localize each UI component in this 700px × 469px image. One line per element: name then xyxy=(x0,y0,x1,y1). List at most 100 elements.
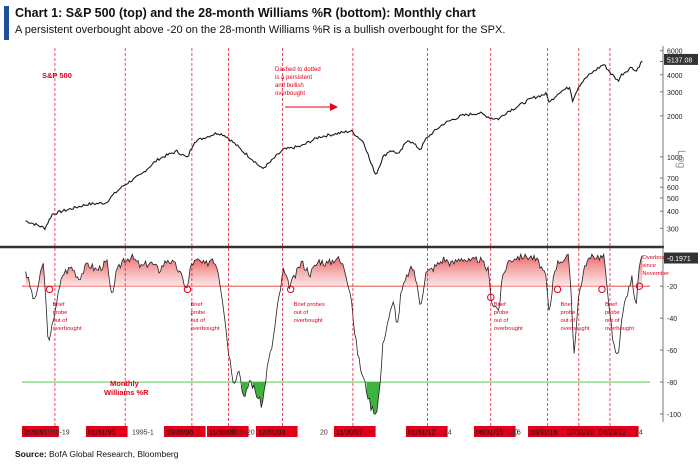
overbought-fill xyxy=(188,258,220,287)
sp500-label: S&P 500 xyxy=(42,71,72,80)
overbought-fill xyxy=(501,254,546,287)
probe-annotation: Brief xyxy=(190,302,202,308)
sp500-line xyxy=(25,60,643,231)
upper-ytick-label: 300 xyxy=(667,226,679,233)
probe-annotation: probe xyxy=(190,310,205,316)
lower-ytick-label: -60 xyxy=(667,348,677,355)
overbought-fill xyxy=(553,254,570,287)
probe-annotation: out of xyxy=(53,318,68,324)
dashed-dotted-note: and bullish xyxy=(275,83,304,89)
overbought-fill xyxy=(581,254,607,287)
probe-circle xyxy=(553,285,562,294)
grid-layer xyxy=(0,46,664,422)
dashed-dotted-note: overbought xyxy=(275,91,305,97)
source-note: Source: BofA Global Research, Bloomberg xyxy=(15,449,178,459)
year-label: 1990-19 xyxy=(44,430,70,437)
probe-annotation: November xyxy=(642,271,669,277)
probe-circle xyxy=(286,285,295,294)
lower-ytick-label: -20 xyxy=(667,284,677,291)
overbought-fill xyxy=(290,256,348,287)
upper-ytick-label: 400 xyxy=(667,209,679,216)
probe-annotation: probe xyxy=(53,310,68,316)
probe-annotation: overbought xyxy=(294,318,323,324)
lower-ytick-label: -80 xyxy=(667,380,677,387)
log-scale-label: Log xyxy=(675,150,687,168)
upper-ytick-label: 3000 xyxy=(667,90,683,97)
date-label-box xyxy=(334,426,376,437)
overbought-fill xyxy=(61,260,109,287)
date-label-box xyxy=(22,426,59,437)
date-label: 10/31/18 xyxy=(530,430,557,437)
williams-label: Monthly xyxy=(110,379,140,388)
probe-annotation: Brief xyxy=(53,302,65,308)
date-label-box xyxy=(528,426,570,437)
date-label: 10/30/98 xyxy=(166,430,193,437)
date-label-box xyxy=(164,426,206,437)
upper-ytick-label: 500 xyxy=(667,196,679,203)
probe-circle xyxy=(635,282,644,290)
date-label-box xyxy=(256,426,298,437)
probe-circle xyxy=(487,293,495,302)
date-label-box xyxy=(207,426,249,437)
lower-ytick-label: -100 xyxy=(667,412,681,419)
sp500-last-value-box xyxy=(664,53,698,65)
probe-annotation: overbought xyxy=(605,326,634,332)
dashed-dotted-note: Dashed to dotted xyxy=(275,67,321,73)
accent-bar xyxy=(4,6,9,40)
probe-annotation: out of xyxy=(294,310,309,316)
axis-layer: 3004005006007001000200030004000500060005… xyxy=(22,49,698,437)
date-label: 01/31/95 xyxy=(88,430,115,437)
williams-last-value-box xyxy=(664,252,698,264)
year-label: 24 xyxy=(635,430,643,437)
probe-annotation: overbought xyxy=(560,326,589,332)
year-label: 14 xyxy=(444,430,452,437)
oversold-fill xyxy=(242,382,248,397)
probe-annotation: out of xyxy=(190,318,205,324)
date-label: 01/31/12 xyxy=(408,430,435,437)
chart-title: Chart 1: S&P 500 (top) and the 28-month … xyxy=(15,6,476,20)
upper-ytick-label: 700 xyxy=(667,176,679,183)
year-label: -20 xyxy=(508,430,518,437)
probe-annotation: probe xyxy=(494,310,509,316)
probe-annotation: Brief probes xyxy=(294,302,325,308)
date-label: 04/29/22 xyxy=(599,430,626,437)
date-label: 12/31/03 xyxy=(258,430,285,437)
probe-annotation: out of xyxy=(560,318,575,324)
date-label: 11/30/07 xyxy=(336,430,363,437)
probe-circle xyxy=(183,285,192,294)
probe-annotation: out of xyxy=(605,318,620,324)
probe-annotation: overbought xyxy=(190,326,219,332)
year-label: 20 xyxy=(320,430,328,437)
year-label: 2000-20 xyxy=(229,430,255,437)
date-label-box xyxy=(86,426,128,437)
year-label: 16 xyxy=(513,430,521,437)
probe-annotation: Brief xyxy=(605,302,617,308)
date-label-box xyxy=(406,426,448,437)
upper-ytick-label: 6000 xyxy=(667,49,683,56)
overbought-fill xyxy=(403,266,417,287)
source-label: Source: xyxy=(15,449,47,459)
upper-ytick-label: 2000 xyxy=(667,114,683,121)
date-label-box xyxy=(597,426,639,437)
chart-subtitle: A persistent overbought above -20 on the… xyxy=(15,24,506,36)
date-label: 08/31/15 xyxy=(476,430,503,437)
overbought-fill xyxy=(637,255,643,287)
upper-ytick-label: 4000 xyxy=(667,73,683,80)
probe-annotation: overbought xyxy=(494,326,523,332)
probe-circle xyxy=(598,285,606,294)
lower-ytick-label: -40 xyxy=(667,316,677,323)
date-label-box xyxy=(565,426,607,437)
probe-annotation: out of xyxy=(494,318,509,324)
williams-last-value: -0.1971 xyxy=(667,256,691,263)
year-label: 1995-1 xyxy=(132,430,154,437)
probe-annotation: since xyxy=(642,263,656,269)
probe-circle xyxy=(45,285,54,294)
date-label: 2/28/91 xyxy=(24,430,47,437)
marker-layer xyxy=(45,48,644,428)
oversold-fill xyxy=(366,382,380,414)
dashed-dotted-note: is a persistent xyxy=(275,75,312,81)
source-text: BofA Global Research, Bloomberg xyxy=(46,449,179,459)
sp500-panel: S&P 500 Dashed to dotted is a persistent an… xyxy=(25,60,643,231)
